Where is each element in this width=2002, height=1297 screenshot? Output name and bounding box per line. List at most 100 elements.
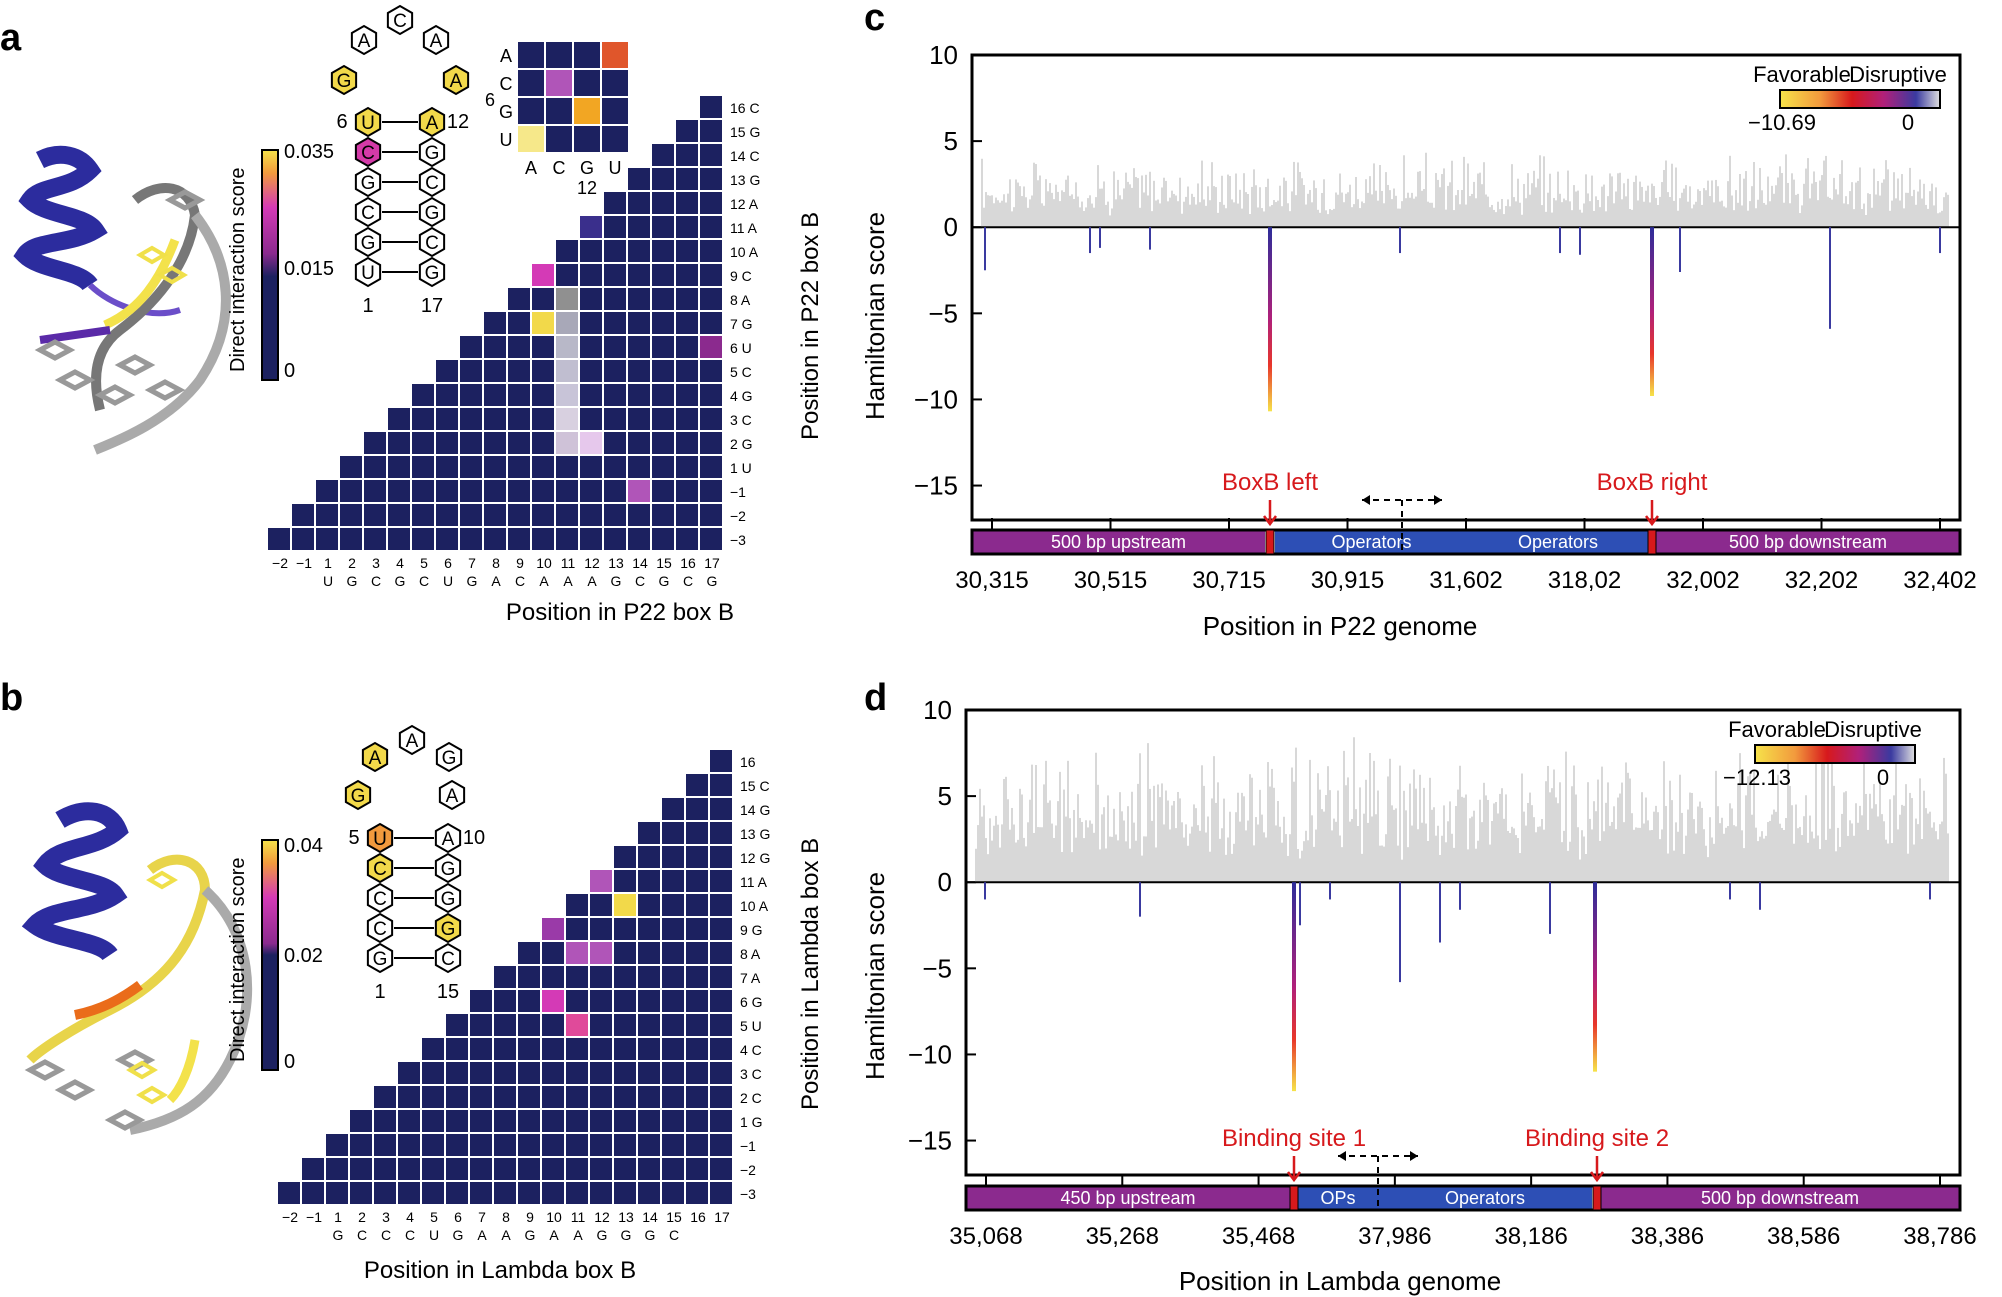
y-tick-label: −10 (908, 1039, 952, 1069)
contact-map-cell (556, 264, 578, 286)
contact-map-cell (556, 504, 578, 526)
svg-text:U: U (373, 829, 387, 850)
contact-map-cell (710, 1110, 732, 1132)
contact-map-cell (412, 432, 434, 454)
contact-map-cell (676, 480, 698, 502)
contact-map-cell (518, 1110, 540, 1132)
contact-map-x-base: A (477, 1227, 487, 1243)
contact-map-cell (590, 870, 612, 892)
contact-map-cell (614, 918, 636, 940)
y-tick-label: −5 (928, 298, 958, 328)
contact-map-cell (652, 168, 674, 190)
contact-map-cell (628, 384, 650, 406)
contact-map-cell (484, 528, 506, 550)
contact-map-cell (508, 360, 530, 382)
contact-map-y-tick: 6 U (730, 340, 752, 356)
contact-map-y-tick: 8 A (730, 292, 751, 308)
stemloop-right-base: G (418, 256, 446, 288)
contact-map-y-tick: 10 A (740, 898, 769, 914)
contact-map-cell (292, 504, 314, 526)
contact-map-cell (614, 966, 636, 988)
contact-map-cell (686, 918, 708, 940)
panel-a-x-axis-title: Position in P22 box B (506, 599, 734, 626)
contact-map-cell (436, 456, 458, 478)
contact-map-cell (350, 1158, 372, 1180)
contact-map-cell (590, 1014, 612, 1036)
stemloop-loop-base: G (330, 64, 358, 96)
contact-map-cell (470, 1086, 492, 1108)
hamiltonian-spike (1593, 882, 1597, 1072)
contact-map-y-tick: 8 A (740, 946, 761, 962)
contact-map-cell (398, 1158, 420, 1180)
contact-map-cell (686, 870, 708, 892)
contact-map-cell (542, 966, 564, 988)
contact-map-cell (566, 1086, 588, 1108)
y-tick-label: 10 (929, 40, 958, 70)
contact-map-cell (628, 312, 650, 334)
contact-map-cell (604, 432, 626, 454)
contact-map-cell (508, 408, 530, 430)
contact-map-y-tick: 14 C (730, 148, 760, 164)
contact-map-cell (508, 336, 530, 358)
contact-map-cell (446, 1086, 468, 1108)
contact-map-x-base: A (491, 573, 501, 589)
contact-map-cell (652, 360, 674, 382)
stemloop-left-base: U (354, 256, 382, 288)
contact-map-cell (710, 942, 732, 964)
contact-map-cell (436, 432, 458, 454)
contact-map-cell (518, 1062, 540, 1084)
stemloop-right-base: G (434, 912, 462, 944)
x-tick-label: 35,468 (1222, 1223, 1295, 1250)
contact-map-cell (638, 1086, 660, 1108)
svg-text:A: A (430, 31, 443, 52)
contact-map-cell (412, 504, 434, 526)
contact-map-cell (604, 192, 626, 214)
stemloop-number: 1 (374, 981, 385, 1003)
contact-map-cell (580, 504, 602, 526)
contact-map-x-base: G (611, 573, 622, 589)
contact-map-x-base: C (419, 573, 429, 589)
contact-map-cell (364, 504, 386, 526)
contact-map-cell (436, 504, 458, 526)
contact-map-x-tick: 6 (454, 1209, 462, 1225)
contact-map-cell (628, 216, 650, 238)
contact-map-cell (460, 360, 482, 382)
contact-map-cell (316, 480, 338, 502)
contact-map-cell (542, 1038, 564, 1060)
contact-map-cell (638, 822, 660, 844)
genome-bar-label: OPs (1320, 1188, 1355, 1208)
contact-map-cell (508, 432, 530, 454)
contact-map-cell (508, 528, 530, 550)
contact-map-cell (614, 846, 636, 868)
contact-map-cell (676, 360, 698, 382)
contact-map-cell (638, 918, 660, 940)
contact-map-cell (398, 1062, 420, 1084)
contact-map-cell (662, 846, 684, 868)
stemloop-right-base: G (434, 852, 462, 884)
inset-cell (602, 98, 628, 124)
stemloop-number: 15 (437, 981, 459, 1003)
panel-d-x-axis-title: Position in Lambda genome (1179, 1266, 1501, 1296)
contact-map-y-tick: −3 (740, 1186, 756, 1202)
contact-map-x-base: U (443, 573, 453, 589)
contact-map-x-tick: 1 (324, 555, 332, 571)
contact-map-cell (302, 1182, 324, 1204)
contact-map-x-tick: 4 (396, 555, 404, 571)
contact-map-cell (556, 312, 578, 334)
contact-map-cell (412, 456, 434, 478)
legend-min-label: −10.69 (1748, 110, 1816, 135)
contact-map-cell (364, 456, 386, 478)
contact-map-x-tick: 12 (594, 1209, 610, 1225)
contact-map-cell (446, 1038, 468, 1060)
panel-c-letter: c (864, 0, 885, 39)
contact-map-cell (590, 894, 612, 916)
contact-map-cell (508, 384, 530, 406)
x-tick-label: 31,602 (1429, 567, 1502, 594)
inset-col-number: 12 (577, 178, 597, 198)
contact-map-cell (518, 966, 540, 988)
contact-map-cell (542, 1158, 564, 1180)
legend-favorable-label: Favorable (1728, 717, 1826, 742)
contact-map-cell (494, 1014, 516, 1036)
